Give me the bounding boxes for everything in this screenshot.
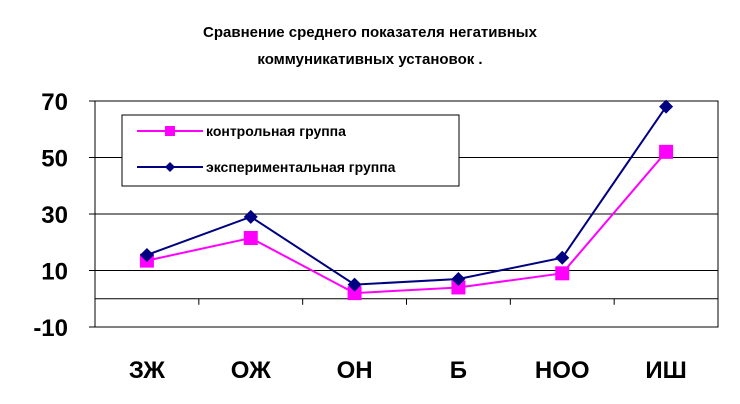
data-point-experimental (451, 271, 466, 286)
legend: контрольная группа экспериментальная гру… (121, 114, 460, 187)
y-tick-label: 50 (41, 146, 68, 173)
data-point-control (659, 144, 674, 159)
y-tick-label: 10 (41, 259, 68, 286)
legend-label-control: контрольная группа (206, 123, 346, 139)
data-point-control (347, 286, 362, 301)
chart-title-line-1: Сравнение среднего показателя негативных (203, 24, 538, 41)
y-tick-label: 70 (41, 89, 68, 116)
data-point-experimental (243, 209, 258, 224)
y-tick-label: -10 (33, 315, 68, 342)
x-tick-label: ЗЖ (129, 357, 165, 384)
x-tick-label: ОН (337, 357, 373, 384)
data-point-experimental (347, 277, 362, 292)
y-axis-ticks: 70 50 30 10 -10 (33, 89, 95, 342)
legend-marker-experimental (165, 162, 175, 172)
series-line (146, 106, 667, 286)
data-point-experimental (555, 250, 570, 265)
chart-title-line-2: коммуникативных установок . (257, 51, 482, 68)
legend-box (121, 114, 460, 187)
x-tick-label: Б (450, 357, 467, 384)
x-tick-label: НОО (535, 357, 590, 384)
series-line (146, 151, 667, 295)
data-point-control (555, 266, 570, 281)
legend-marker-control (165, 126, 175, 136)
data-point-experimental (659, 99, 674, 114)
legend-label-experimental: экспериментальная группа (206, 159, 396, 175)
x-tick-label: ОЖ (231, 357, 271, 384)
y-tick-label: 30 (41, 202, 68, 229)
x-tick-label: ИШ (645, 357, 686, 384)
data-point-control (451, 280, 466, 295)
series-group (139, 99, 674, 301)
x-axis-ticks: ЗЖ ОЖ ОН Б НОО ИШ (94, 298, 719, 384)
data-point-control (243, 231, 258, 246)
data-point-experimental (139, 247, 154, 262)
